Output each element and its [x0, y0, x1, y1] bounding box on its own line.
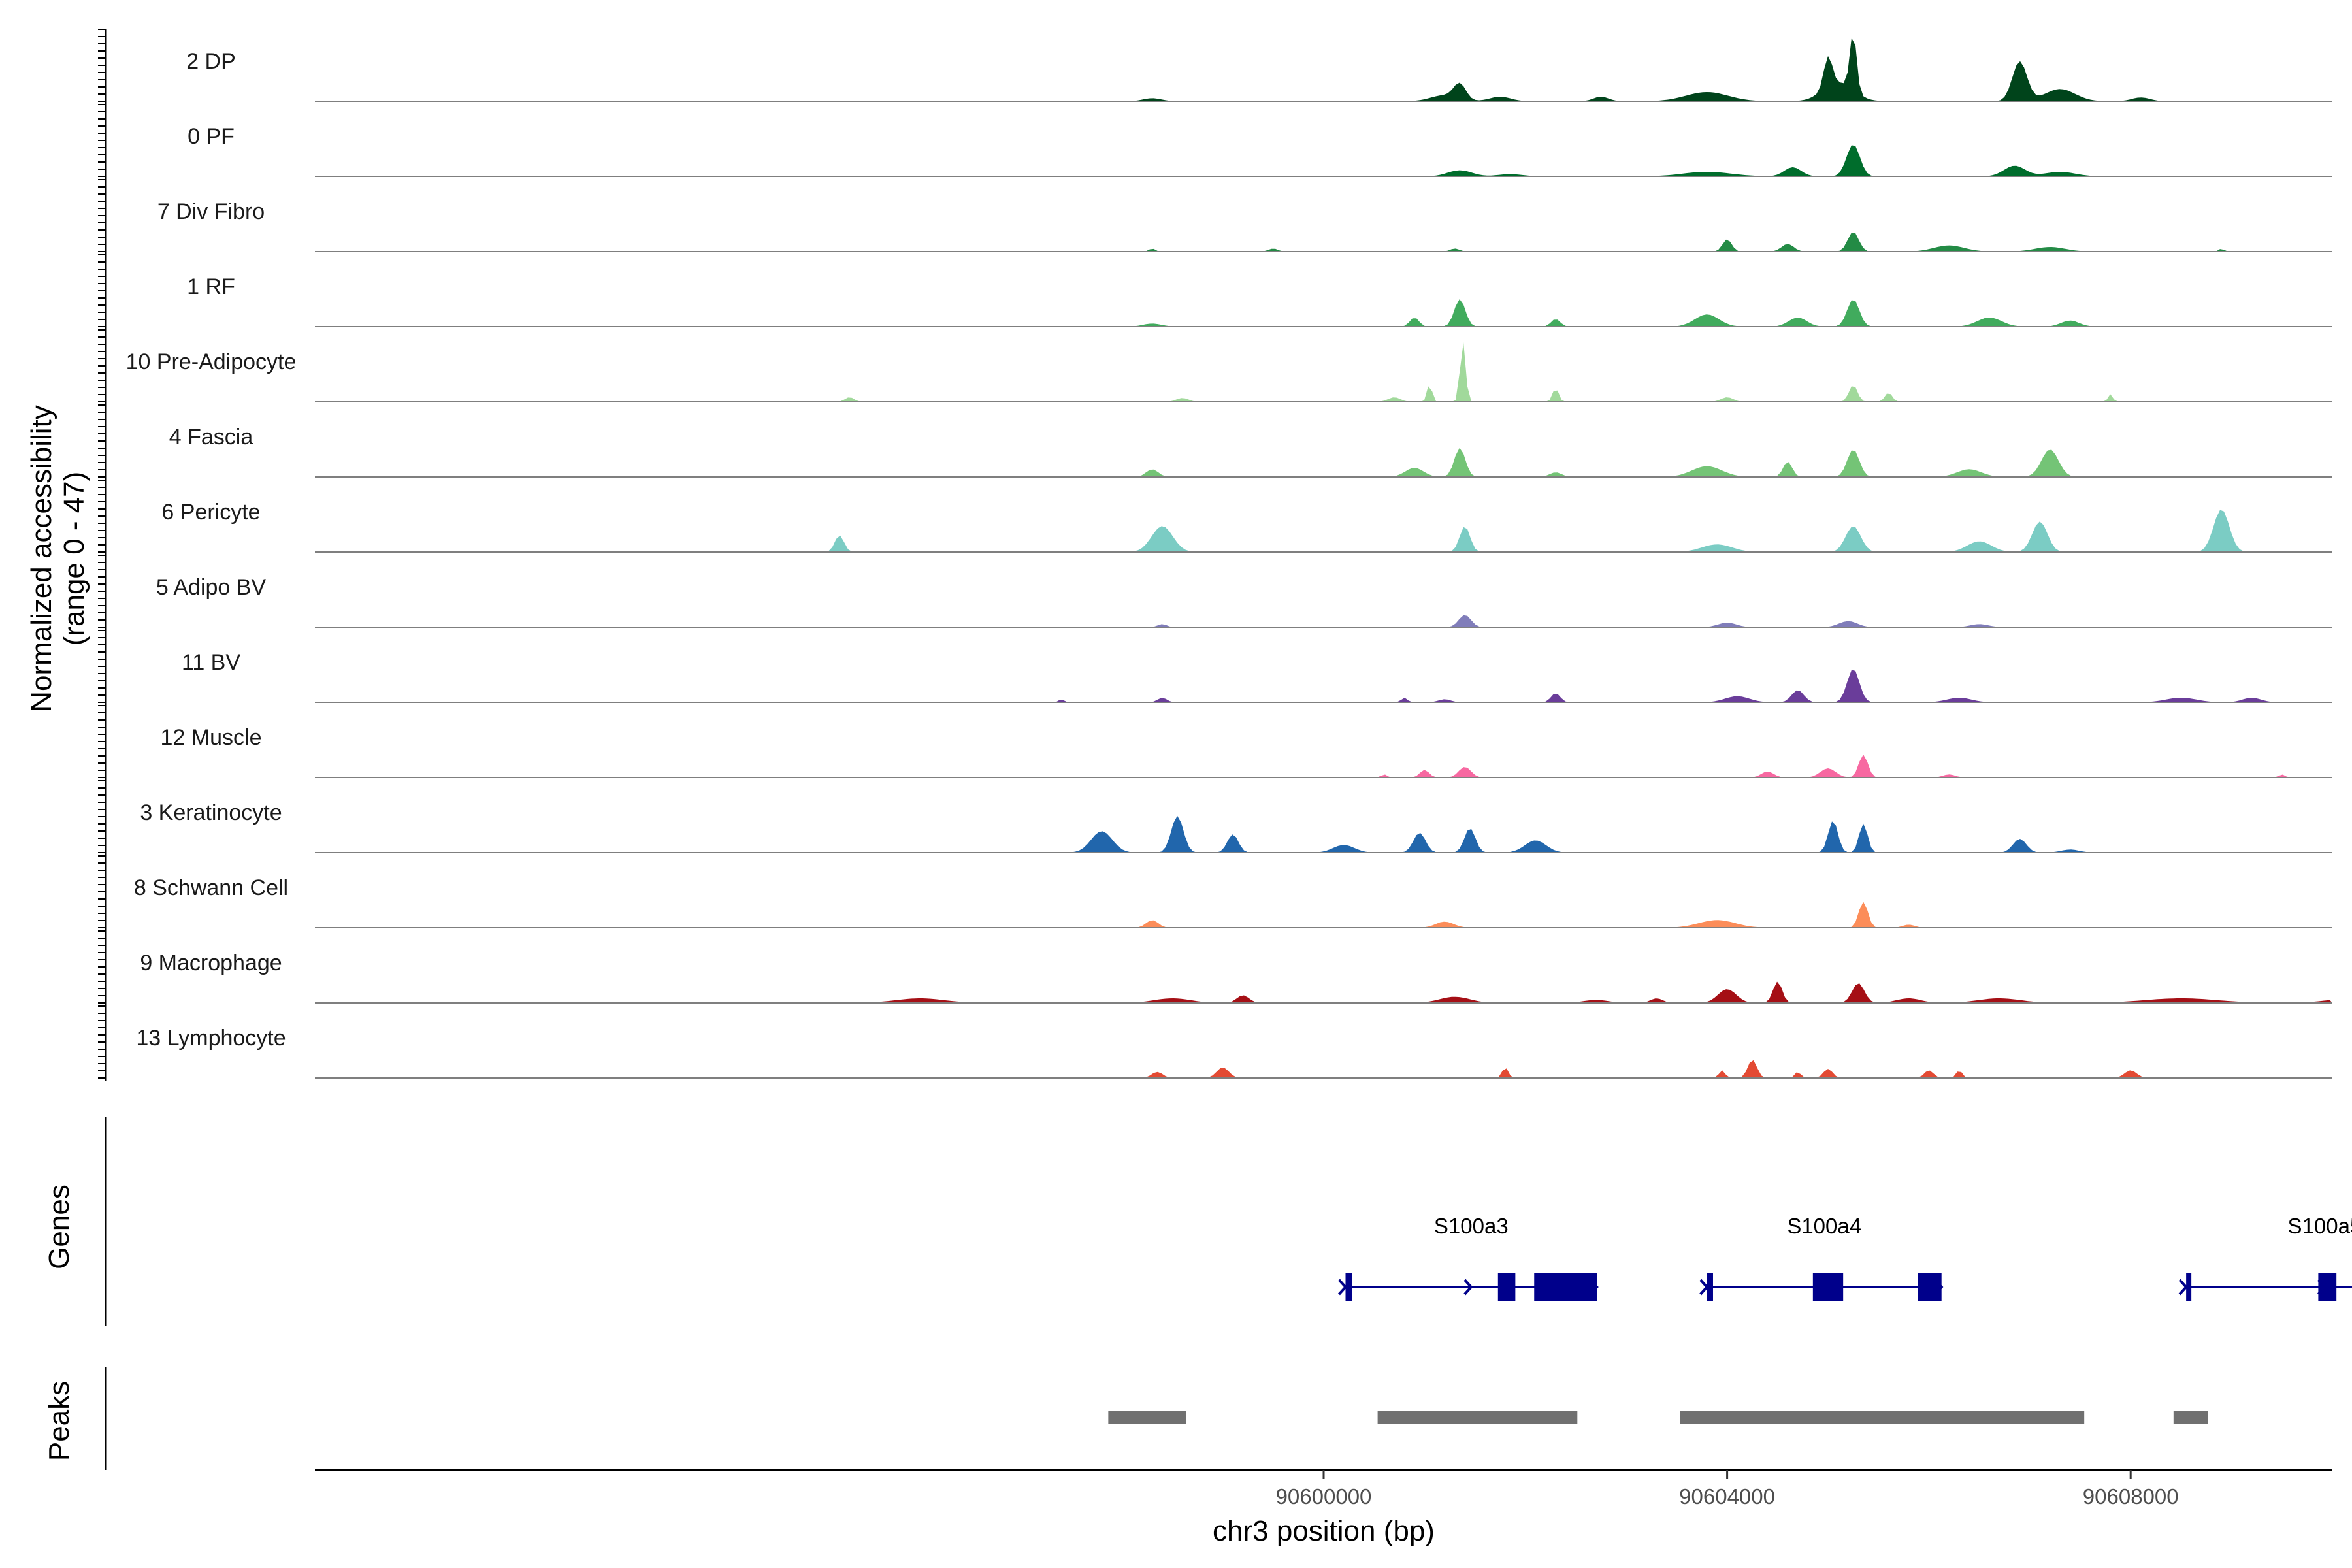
- genes-panel: S100a3 S100a4 S100a5: [105, 1117, 2352, 1326]
- gene-exon: [1345, 1273, 1352, 1301]
- x-tick-label: 90604000: [1679, 1484, 1775, 1509]
- gene-exon: [1918, 1273, 1942, 1301]
- y-axis-subtitle: (range 0 - 47): [58, 472, 90, 646]
- gene-s100a4: S100a4: [1699, 1214, 1944, 1301]
- track-label: 2 DP: [186, 49, 236, 74]
- strand-arrow: [2178, 1279, 2188, 1296]
- track-label: 5 Adipo BV: [156, 575, 267, 600]
- coverage-area: [315, 233, 2332, 252]
- track-11: 3 Keratinocyte: [140, 800, 2332, 853]
- track-6: 4 Fascia: [169, 425, 2332, 478]
- track-12: 8 Schwann Cell: [134, 875, 2332, 928]
- strand-arrow: [1463, 1279, 1473, 1296]
- genes-panel-title: Genes: [43, 1184, 75, 1269]
- gene-exon: [1812, 1273, 1844, 1301]
- track-5: 10 Pre-Adipocyte: [126, 342, 2332, 402]
- track-10: 12 Muscle: [161, 725, 2332, 778]
- track-8: 5 Adipo BV: [156, 575, 2332, 628]
- gene-s100a3: S100a3: [1338, 1214, 1599, 1301]
- track-3: 7 Div Fibro: [157, 199, 2332, 252]
- peak-region: [1680, 1411, 2085, 1424]
- coverage-area: [315, 510, 2332, 552]
- gene-exon: [1534, 1273, 1597, 1301]
- peaks-panel-title: Peaks: [43, 1381, 75, 1461]
- track-9: 11 BV: [182, 650, 2332, 703]
- track-label: 12 Muscle: [161, 725, 262, 750]
- coverage-area: [315, 615, 2332, 627]
- strand-arrow: [1338, 1279, 1348, 1296]
- gene-exon: [1707, 1273, 1713, 1301]
- track-label: 3 Keratinocyte: [140, 800, 282, 825]
- gene-s100a5: S100a5: [2178, 1214, 2352, 1301]
- coverage-area: [315, 670, 2332, 702]
- track-label: 4 Fascia: [169, 425, 253, 449]
- gene-exon: [1497, 1273, 1516, 1301]
- x-axis-title: chr3 position (bp): [1213, 1515, 1435, 1547]
- x-tick-label: 90600000: [1276, 1484, 1372, 1509]
- coverage-area: [315, 299, 2332, 327]
- peak-region: [2173, 1411, 2208, 1424]
- strand-arrow: [1699, 1279, 1709, 1296]
- gene-label: S100a5: [2288, 1214, 2352, 1238]
- coverage-area: [315, 1060, 2332, 1078]
- gene-exon: [2318, 1273, 2337, 1301]
- track-2: 0 PF: [188, 124, 2332, 177]
- coverage-area: [315, 448, 2332, 477]
- coverage-area: [315, 38, 2332, 101]
- peak-region: [1377, 1411, 1578, 1424]
- coverage-area: [315, 981, 2332, 1003]
- coverage-area: [315, 342, 2332, 402]
- track-label: 8 Schwann Cell: [134, 875, 288, 900]
- track-7: 6 Pericyte: [161, 500, 2332, 553]
- peaks-panel: [105, 1367, 2208, 1470]
- coverage-area: [315, 145, 2332, 176]
- track-1: 2 DP: [186, 38, 2332, 102]
- track-label: 0 PF: [188, 124, 235, 149]
- gene-label: S100a3: [1434, 1214, 1509, 1238]
- gene-label: S100a4: [1787, 1214, 1861, 1238]
- track-label: 11 BV: [182, 650, 240, 675]
- coverage-area: [315, 902, 2332, 928]
- track-13: 9 Macrophage: [140, 951, 2332, 1004]
- track-label: 6 Pericyte: [161, 500, 260, 525]
- gene-exon: [2186, 1273, 2192, 1301]
- coverage-tracks: 2 DP 0 PF 7 Div Fibro 1 RF 10 Pre-Adipocyte 4…: [98, 29, 2332, 1081]
- y-axis-title: Normalized accessibility: [25, 405, 57, 711]
- x-tick-label: 90608000: [2083, 1484, 2179, 1509]
- peak-region: [1108, 1411, 1186, 1424]
- track-label: 9 Macrophage: [140, 951, 282, 975]
- track-4: 1 RF: [187, 274, 2332, 327]
- track-label: 10 Pre-Adipocyte: [126, 350, 297, 374]
- coverage-area: [315, 754, 2332, 777]
- track-label: 7 Div Fibro: [157, 199, 265, 224]
- track-14: 13 Lymphocyte: [136, 1026, 2332, 1079]
- track-label: 13 Lymphocyte: [136, 1026, 286, 1051]
- coverage-area: [315, 815, 2332, 853]
- x-axis: 90600000 90604000 90608000: [315, 1469, 2332, 1509]
- track-label: 1 RF: [187, 274, 235, 299]
